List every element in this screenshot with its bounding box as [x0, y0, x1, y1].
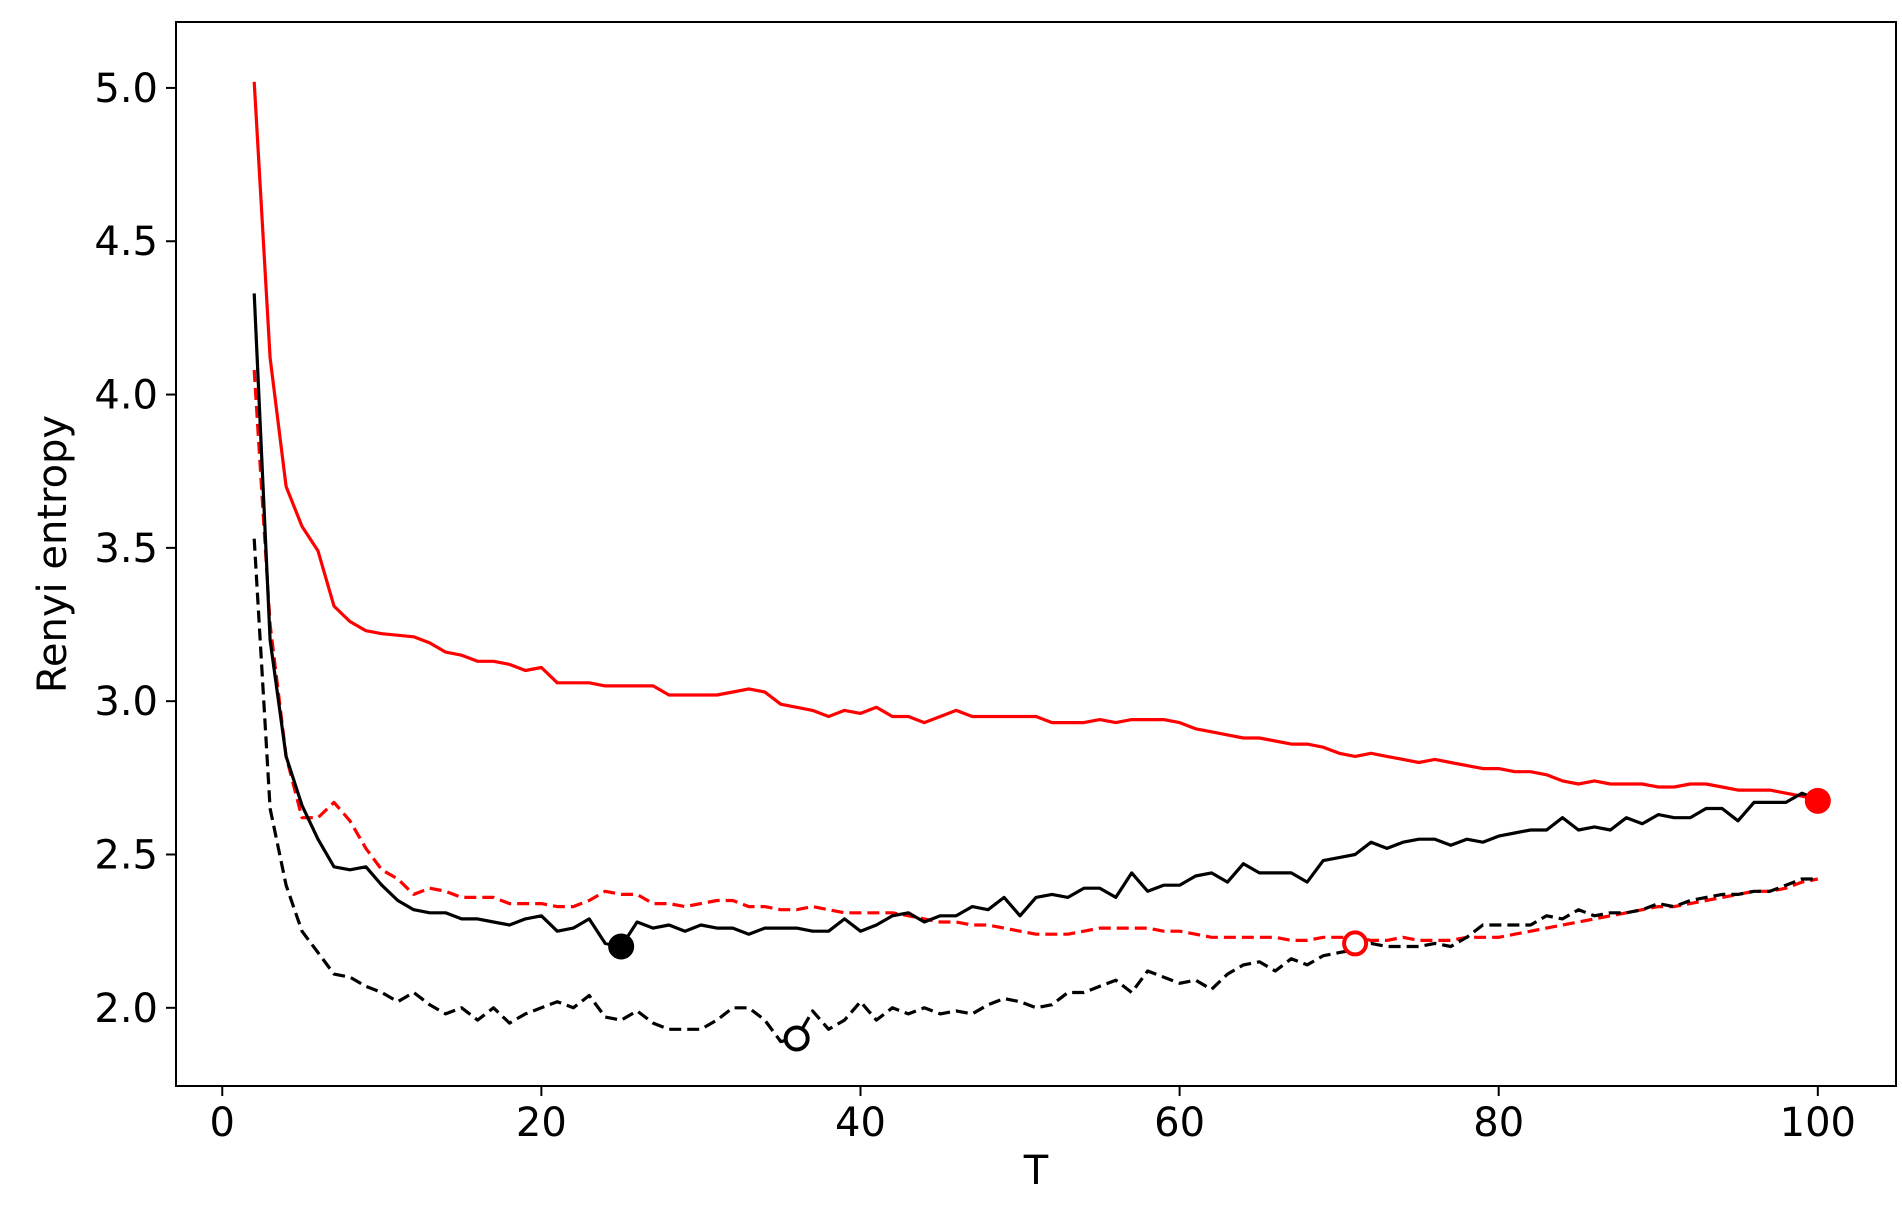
plot-area [252, 81, 1819, 1044]
y-tick-label: 5.0 [94, 66, 158, 112]
x-tick-label: 80 [1473, 1100, 1524, 1146]
x-tick-label: 20 [516, 1100, 567, 1146]
y-tick-label: 2.0 [94, 986, 158, 1032]
y-axis-label: Renyi entropy [30, 415, 76, 693]
x-axis: 0 20 40 60 80 100 [210, 1086, 1856, 1146]
x-tick-label: 60 [1154, 1100, 1205, 1146]
marker-layer [608, 787, 1831, 1052]
series-line-solid-red [252, 81, 1819, 801]
y-tick-label: 4.0 [94, 373, 158, 419]
y-tick-label: 3.5 [94, 526, 158, 572]
x-tick-label: 0 [210, 1100, 235, 1146]
y-tick-label: 2.5 [94, 832, 158, 878]
y-tick-label: 3.0 [94, 679, 158, 725]
series-line-solid-black [252, 293, 1819, 949]
filled-marker [608, 933, 635, 960]
y-tick-label: 4.5 [94, 219, 158, 265]
y-axis: 2.0 2.5 3.0 3.5 4.0 4.5 5.0 [94, 66, 176, 1032]
x-axis-label: T [1023, 1148, 1049, 1194]
open-marker [783, 1025, 810, 1052]
filled-marker [1804, 787, 1831, 814]
x-tick-label: 100 [1780, 1100, 1856, 1146]
x-tick-label: 40 [835, 1100, 886, 1146]
axes-frame [175, 21, 1897, 1087]
series-line-dashed-red [252, 369, 1819, 943]
open-marker [1342, 930, 1369, 957]
